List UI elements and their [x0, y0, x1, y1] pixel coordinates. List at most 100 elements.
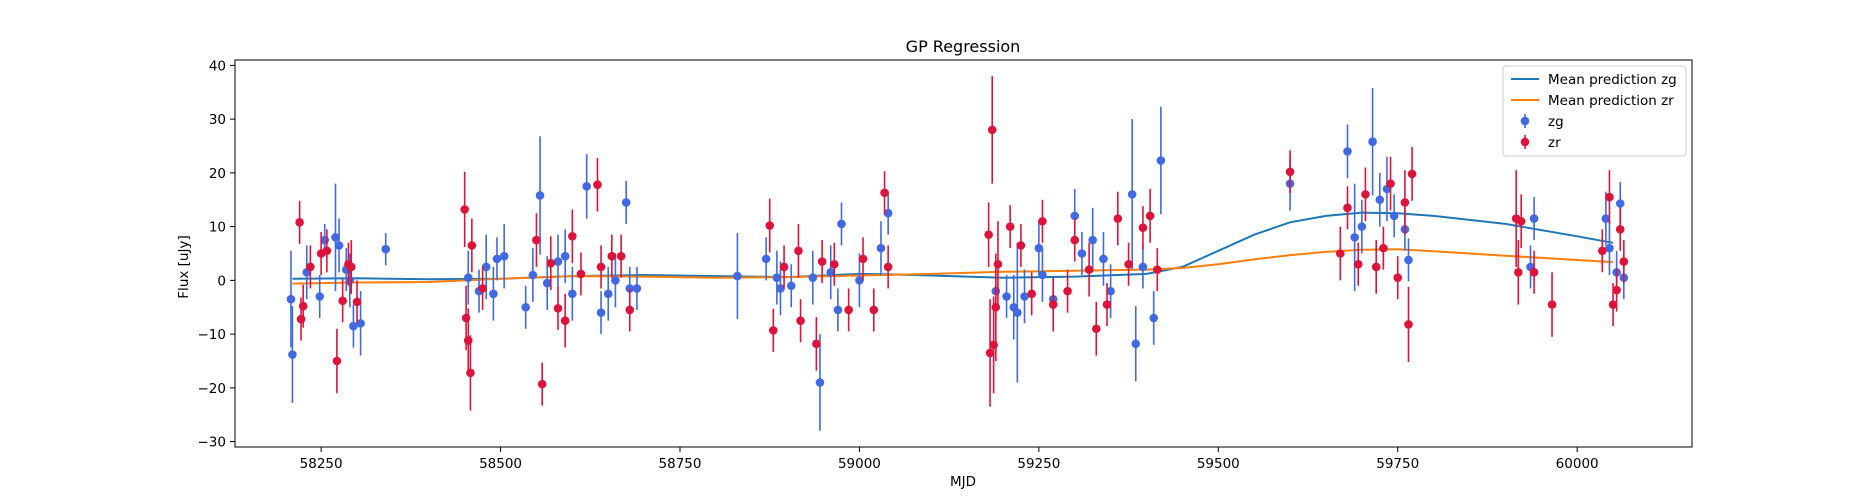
point-marker [625, 305, 635, 315]
data-point [1371, 240, 1381, 294]
point-marker [1368, 137, 1377, 146]
point-marker [883, 262, 893, 272]
x-tick-label: 58750 [659, 456, 702, 472]
point-marker [993, 259, 1003, 269]
point-marker [1379, 243, 1388, 253]
point-marker [880, 188, 889, 198]
y-tick-label: 10 [209, 220, 226, 236]
y-tick-label: 30 [209, 112, 226, 128]
point-marker [808, 273, 818, 282]
data-point [315, 275, 324, 318]
data-point [1113, 191, 1123, 246]
data-point [593, 157, 602, 212]
data-point [460, 171, 469, 248]
point-marker [1361, 190, 1370, 199]
plot-frame [234, 59, 1693, 448]
point-marker [989, 340, 998, 350]
data-point [1156, 106, 1166, 215]
legend-entry: zg [1520, 114, 1564, 130]
data-point [286, 250, 296, 348]
point-marker [481, 262, 491, 272]
data-point [880, 171, 889, 215]
point-marker [356, 319, 365, 328]
point-marker [286, 294, 296, 304]
data-point [1131, 306, 1141, 382]
point-marker [815, 378, 825, 387]
point-marker [596, 308, 606, 317]
data-point [616, 234, 626, 278]
data-point [553, 234, 563, 289]
point-marker [338, 296, 347, 306]
data-point [812, 316, 821, 371]
point-marker [1336, 249, 1345, 258]
data-point [596, 291, 606, 335]
data-point [883, 245, 893, 289]
point-marker [761, 254, 771, 264]
data-point [582, 154, 591, 219]
point-marker [553, 304, 563, 313]
point-marker [381, 244, 391, 254]
point-marker [332, 356, 342, 366]
x-tick-label: 59000 [838, 456, 881, 472]
point-marker [460, 205, 469, 214]
data-point [1343, 186, 1352, 230]
point-marker [346, 262, 356, 272]
point-marker [1016, 241, 1026, 250]
data-point [993, 221, 1003, 308]
data-point [1615, 207, 1625, 251]
point-marker [1020, 292, 1029, 301]
data-point [632, 266, 642, 310]
data-point [621, 180, 631, 224]
data-point [1597, 229, 1607, 273]
data-point [532, 213, 541, 267]
data-point [855, 253, 864, 308]
point-marker [1138, 223, 1148, 232]
point-marker [1353, 259, 1363, 269]
data-point [1386, 156, 1395, 211]
data-point [1601, 191, 1611, 246]
point-marker [1099, 254, 1108, 264]
data-point [546, 236, 556, 291]
data-point [568, 266, 577, 321]
point-marker [478, 284, 487, 293]
point-marker [1386, 179, 1395, 188]
data-point [984, 202, 993, 267]
data-point [492, 237, 502, 281]
data-point [830, 242, 839, 286]
y-tick-label: 40 [209, 58, 226, 74]
data-point [298, 284, 308, 328]
point-marker [461, 313, 471, 323]
point-marker [489, 289, 498, 299]
point-marker [1597, 246, 1607, 256]
point-marker [616, 251, 626, 261]
point-marker [1605, 192, 1614, 202]
mean-line-zg [292, 211, 1614, 281]
data-point [603, 266, 613, 321]
point-marker [1371, 262, 1381, 272]
data-point [349, 304, 358, 348]
point-marker [345, 276, 355, 285]
point-marker [837, 219, 846, 229]
point-marker [769, 326, 778, 335]
data-point [463, 250, 473, 305]
data-point [1070, 218, 1080, 262]
point-marker [883, 208, 893, 218]
data-point [1034, 221, 1044, 275]
data-point [306, 245, 315, 289]
legend-marker-swatch [1520, 137, 1530, 147]
data-point [883, 191, 893, 235]
point-marker [621, 198, 631, 207]
data-point [1514, 240, 1523, 305]
point-marker [315, 292, 324, 301]
data-point [796, 299, 805, 343]
axis-ticks: 58250 58500 58750 59000 59250 59500 59750 60000… [198, 58, 1599, 472]
point-marker [1034, 243, 1044, 253]
data-point [858, 237, 868, 281]
data-point [576, 252, 586, 296]
point-marker [296, 314, 306, 324]
data-point [478, 266, 487, 310]
point-marker [298, 301, 308, 311]
point-marker [1615, 199, 1625, 208]
point-marker [1091, 324, 1101, 334]
